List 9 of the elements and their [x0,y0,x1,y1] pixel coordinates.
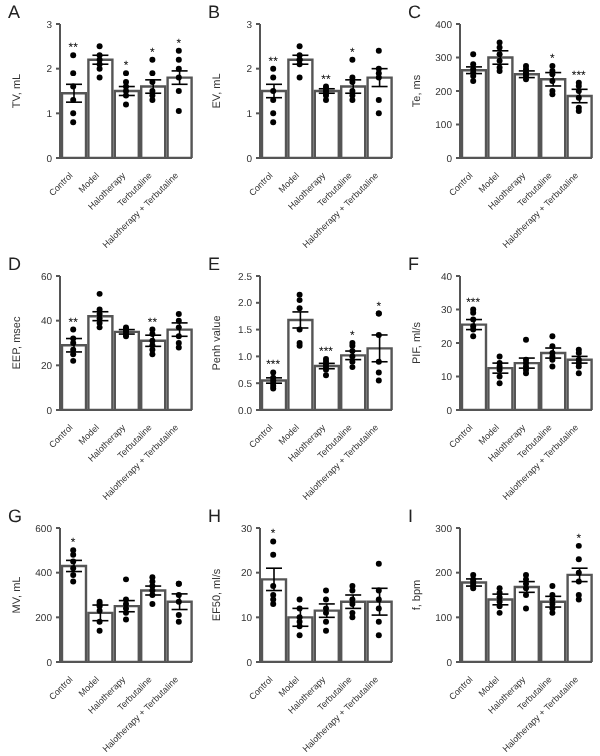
chart-title: C [408,2,421,22]
chart-title: E [208,254,221,274]
chart-title: H [208,506,221,526]
chart-title: I [408,506,414,526]
chart-title: B [208,2,221,22]
chart-title: D [8,254,21,274]
chart-title: G [8,506,23,526]
chart-title: A [8,2,21,22]
chart-title: F [408,254,419,274]
